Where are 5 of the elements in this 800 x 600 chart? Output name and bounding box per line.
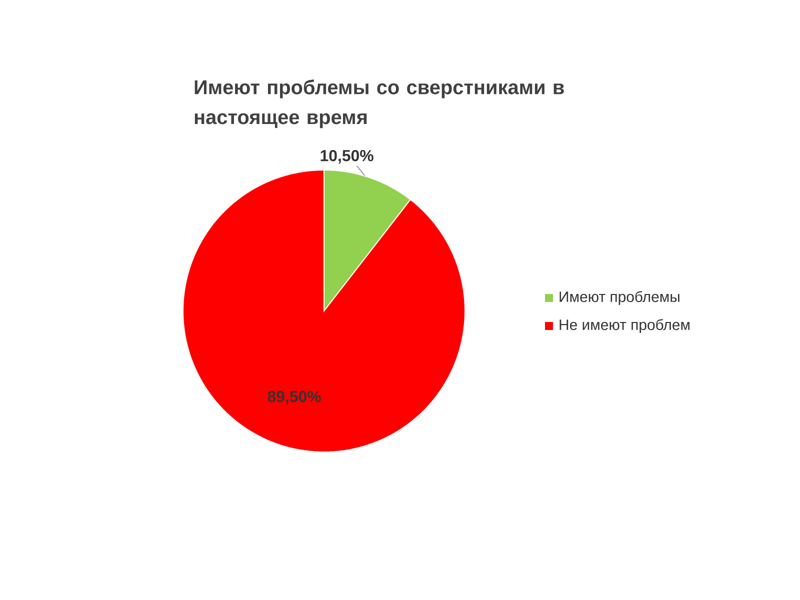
data-label: 10,50% (320, 150, 374, 164)
chart-title: Имеют проблемы со сверстниками в настоящее время (194, 80, 564, 128)
data-label: 89,50% (268, 390, 321, 405)
legend-label: Не имеют проблем (560, 318, 690, 334)
legend-label: Имеют проблемы (560, 290, 680, 306)
